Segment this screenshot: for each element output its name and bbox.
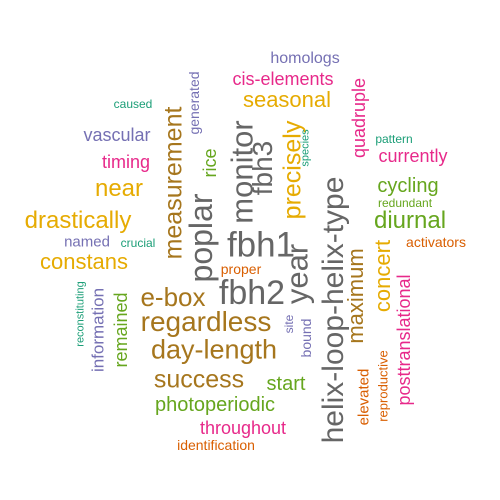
word-fbh3: fbh3: [247, 140, 278, 196]
word-caused: caused: [113, 97, 153, 111]
word-reproductive: reproductive: [375, 350, 391, 422]
word-vascular: vascular: [83, 125, 151, 145]
word-homologs: homologs: [270, 50, 340, 67]
word-remained: remained: [111, 292, 131, 368]
word-near: near: [94, 175, 144, 202]
word-currently: currently: [378, 146, 448, 166]
word-site: site: [282, 314, 296, 334]
word-posttranslational: posttranslational: [394, 274, 414, 406]
word-crucial: crucial: [120, 236, 156, 250]
word-start: start: [266, 373, 306, 395]
word-diurnal: diurnal: [373, 207, 447, 234]
word-reconstituting: reconstituting: [74, 281, 87, 347]
word-cis-elements: cis-elements: [232, 69, 334, 89]
word-information: information: [88, 287, 108, 373]
word-rice: rice: [200, 148, 220, 178]
word-photoperiodic: photoperiodic: [154, 394, 276, 416]
word-species: species: [299, 129, 312, 167]
word-bound: bound: [298, 318, 314, 358]
word-e-box: e-box: [140, 282, 206, 312]
word-timing: timing: [101, 152, 151, 172]
word-redundant: redundant: [377, 196, 433, 210]
word-regardless: regardless: [140, 306, 272, 337]
word-elevated: elevated: [355, 368, 373, 426]
word-named: named: [64, 233, 110, 251]
word-day-length: day-length: [150, 334, 278, 365]
word-constans: constans: [39, 249, 129, 274]
word-quadruple: quadruple: [349, 77, 369, 159]
word-drastically: drastically: [24, 207, 132, 234]
word-generated: generated: [186, 71, 202, 135]
word-activators: activators: [406, 234, 466, 250]
word-fbh1: fbh1: [226, 225, 296, 265]
word-concert: concert: [370, 239, 395, 313]
word-throughout: throughout: [199, 418, 287, 438]
word-proper: proper: [220, 261, 262, 277]
word-year: year: [279, 243, 315, 305]
word-maximum: maximum: [343, 248, 368, 344]
word-fbh2: fbh2: [218, 274, 286, 312]
word-identification: identification: [177, 437, 255, 453]
word-seasonal: seasonal: [242, 87, 332, 112]
word-pattern: pattern: [375, 132, 413, 146]
word-cycling: cycling: [377, 175, 439, 197]
word-poplar: poplar: [183, 193, 219, 283]
word-success: success: [153, 365, 245, 394]
